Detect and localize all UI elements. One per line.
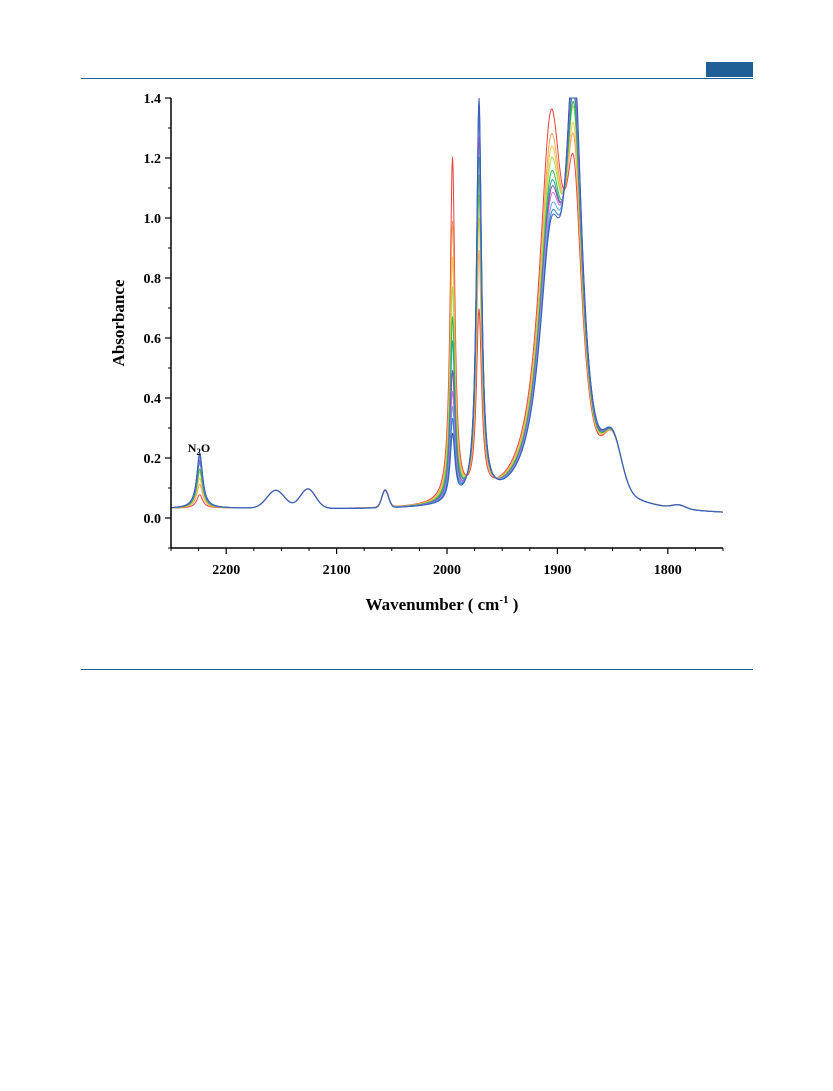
y-tick-label: 1.4 bbox=[144, 92, 162, 107]
spectra-group bbox=[170, 97, 724, 513]
y-tick-label: 0.6 bbox=[144, 332, 162, 347]
footer-rule bbox=[81, 669, 753, 670]
series-line-11 bbox=[170, 97, 724, 513]
x-tick-label-2200: 2200 bbox=[212, 563, 240, 578]
x-tick-label-2100: 2100 bbox=[323, 563, 351, 578]
series-line-4 bbox=[170, 105, 724, 513]
y-tick-label: 0.4 bbox=[144, 392, 162, 407]
x-tick-label-2000: 2000 bbox=[433, 563, 461, 578]
absorbance-chart: 2200 2100 2000 1900 1800 0.0 0.2 0.4 0.6 0.8 1.0 1.… bbox=[109, 92, 724, 614]
x-tick-label-1800: 1800 bbox=[654, 563, 682, 578]
y-tick-label: 1.2 bbox=[144, 152, 162, 167]
x-tick-label-1900: 1900 bbox=[543, 563, 571, 578]
labels-group: 2200 2100 2000 1900 1800 0.0 0.2 0.4 0.6 0.8 1.0 1.… bbox=[109, 92, 682, 614]
n2o-annotation: N2O bbox=[188, 441, 211, 457]
y-tick-label: 0.8 bbox=[144, 272, 162, 287]
axes-group bbox=[165, 97, 724, 554]
y-axis-title: Absorbance bbox=[109, 279, 128, 366]
y-tick-label: 1.0 bbox=[144, 212, 162, 227]
y-tick-label: 0.0 bbox=[144, 512, 162, 527]
header-color-tab bbox=[706, 62, 753, 77]
x-axis-title: Wavenumber ( cm-1 ) bbox=[366, 594, 519, 614]
header-rule bbox=[81, 78, 753, 79]
y-tick-label: 0.2 bbox=[144, 452, 162, 467]
